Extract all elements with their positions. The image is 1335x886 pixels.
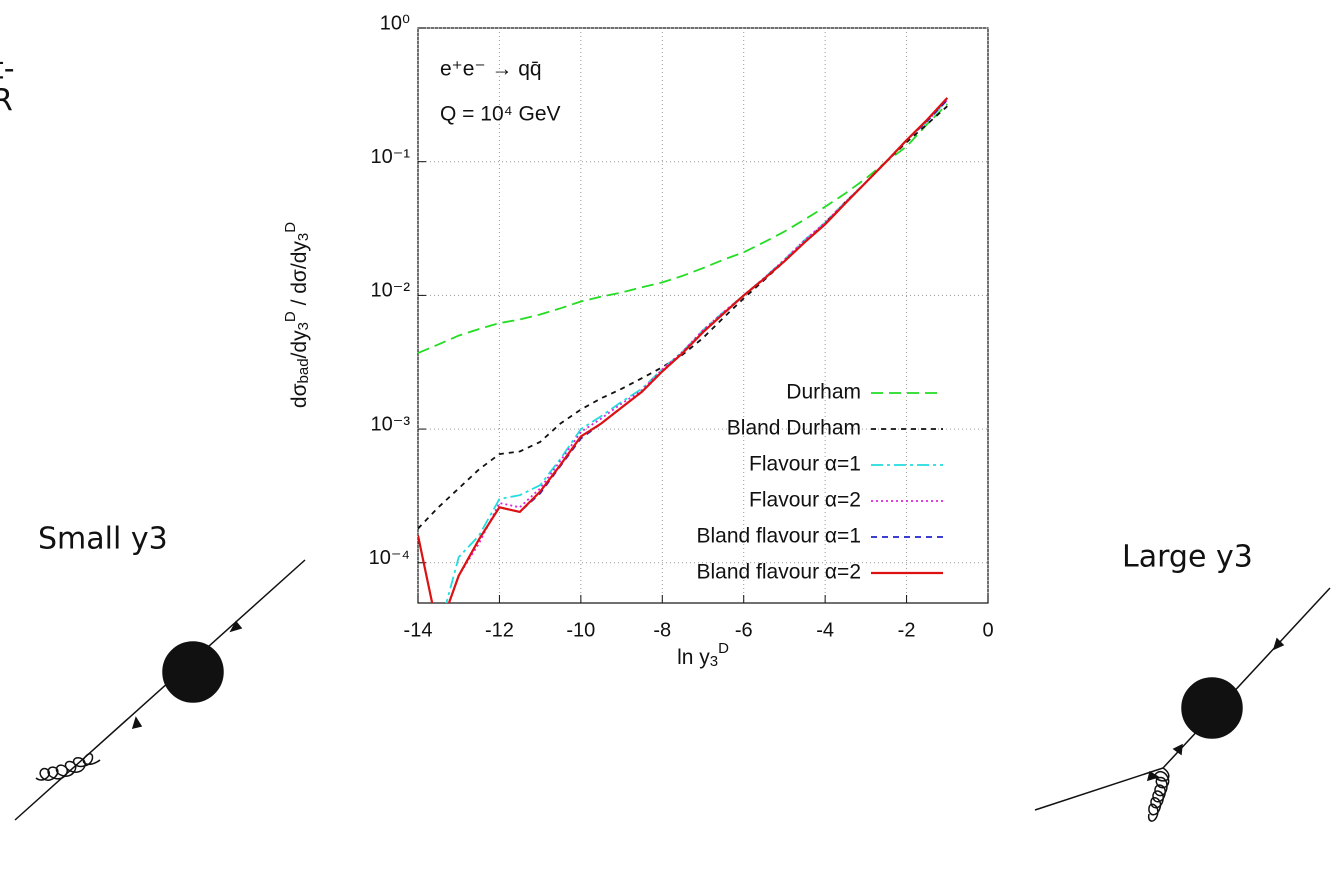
series-line [418, 97, 949, 603]
legend-label: Flavour α=1 [749, 453, 861, 476]
label-part: 3 [295, 233, 312, 241]
y-tick-label: 10⁻³ [371, 413, 411, 435]
y-tick-label: 10⁻² [371, 280, 411, 302]
legend-label: Bland flavour α=1 [697, 525, 862, 548]
label-part: 3 [295, 322, 312, 330]
cut-text: t- [0, 52, 15, 87]
label-part: 3 [710, 653, 718, 670]
x-tick-label: 0 [982, 619, 993, 641]
label-part: /dy [288, 330, 311, 359]
feynman-diagram [1034, 587, 1331, 822]
y-tick-label: 10⁻¹ [371, 146, 411, 168]
series-line [448, 99, 948, 603]
x-tick-label: -10 [566, 619, 595, 641]
series-line [418, 105, 948, 530]
legend-label: Bland flavour α=2 [697, 561, 862, 584]
y-tick-label: 10⁻⁴ [369, 547, 410, 569]
legend-label: Durham [786, 381, 861, 404]
series-line [418, 103, 948, 354]
x-tick-label: -6 [735, 619, 753, 641]
label-part: D [282, 311, 299, 322]
feynman-diagram [14, 559, 306, 821]
slide-label: Small y3 [38, 522, 168, 557]
label-part: / dσ/dy [288, 241, 311, 312]
label-part: bad [295, 358, 312, 383]
x-tick-label: -12 [485, 619, 514, 641]
x-tick-label: -8 [653, 619, 671, 641]
x-axis-label: ln y3D [677, 640, 729, 671]
y-tick-label: 10⁰ [380, 12, 410, 34]
x-tick-label: -2 [898, 619, 916, 641]
annotation: e⁺e⁻ → qq̄ [440, 58, 542, 81]
legend-label: Flavour α=2 [749, 489, 861, 512]
slide-label: Large y3 [1122, 540, 1253, 575]
cut-text: R [0, 84, 13, 119]
label-part: dσ [288, 383, 311, 408]
label-part: D [718, 640, 729, 657]
label-part: ln y [677, 646, 710, 669]
x-tick-label: -14 [404, 619, 433, 641]
label-part: D [282, 222, 299, 233]
legend-label: Bland Durham [727, 417, 861, 440]
x-tick-label: -4 [816, 619, 834, 641]
series-line [445, 99, 948, 603]
series-line [448, 99, 948, 603]
y-axis-label: dσbad/dy3D / dσ/dy3D [282, 222, 313, 408]
annotation: Q = 10⁴ GeV [440, 103, 561, 126]
